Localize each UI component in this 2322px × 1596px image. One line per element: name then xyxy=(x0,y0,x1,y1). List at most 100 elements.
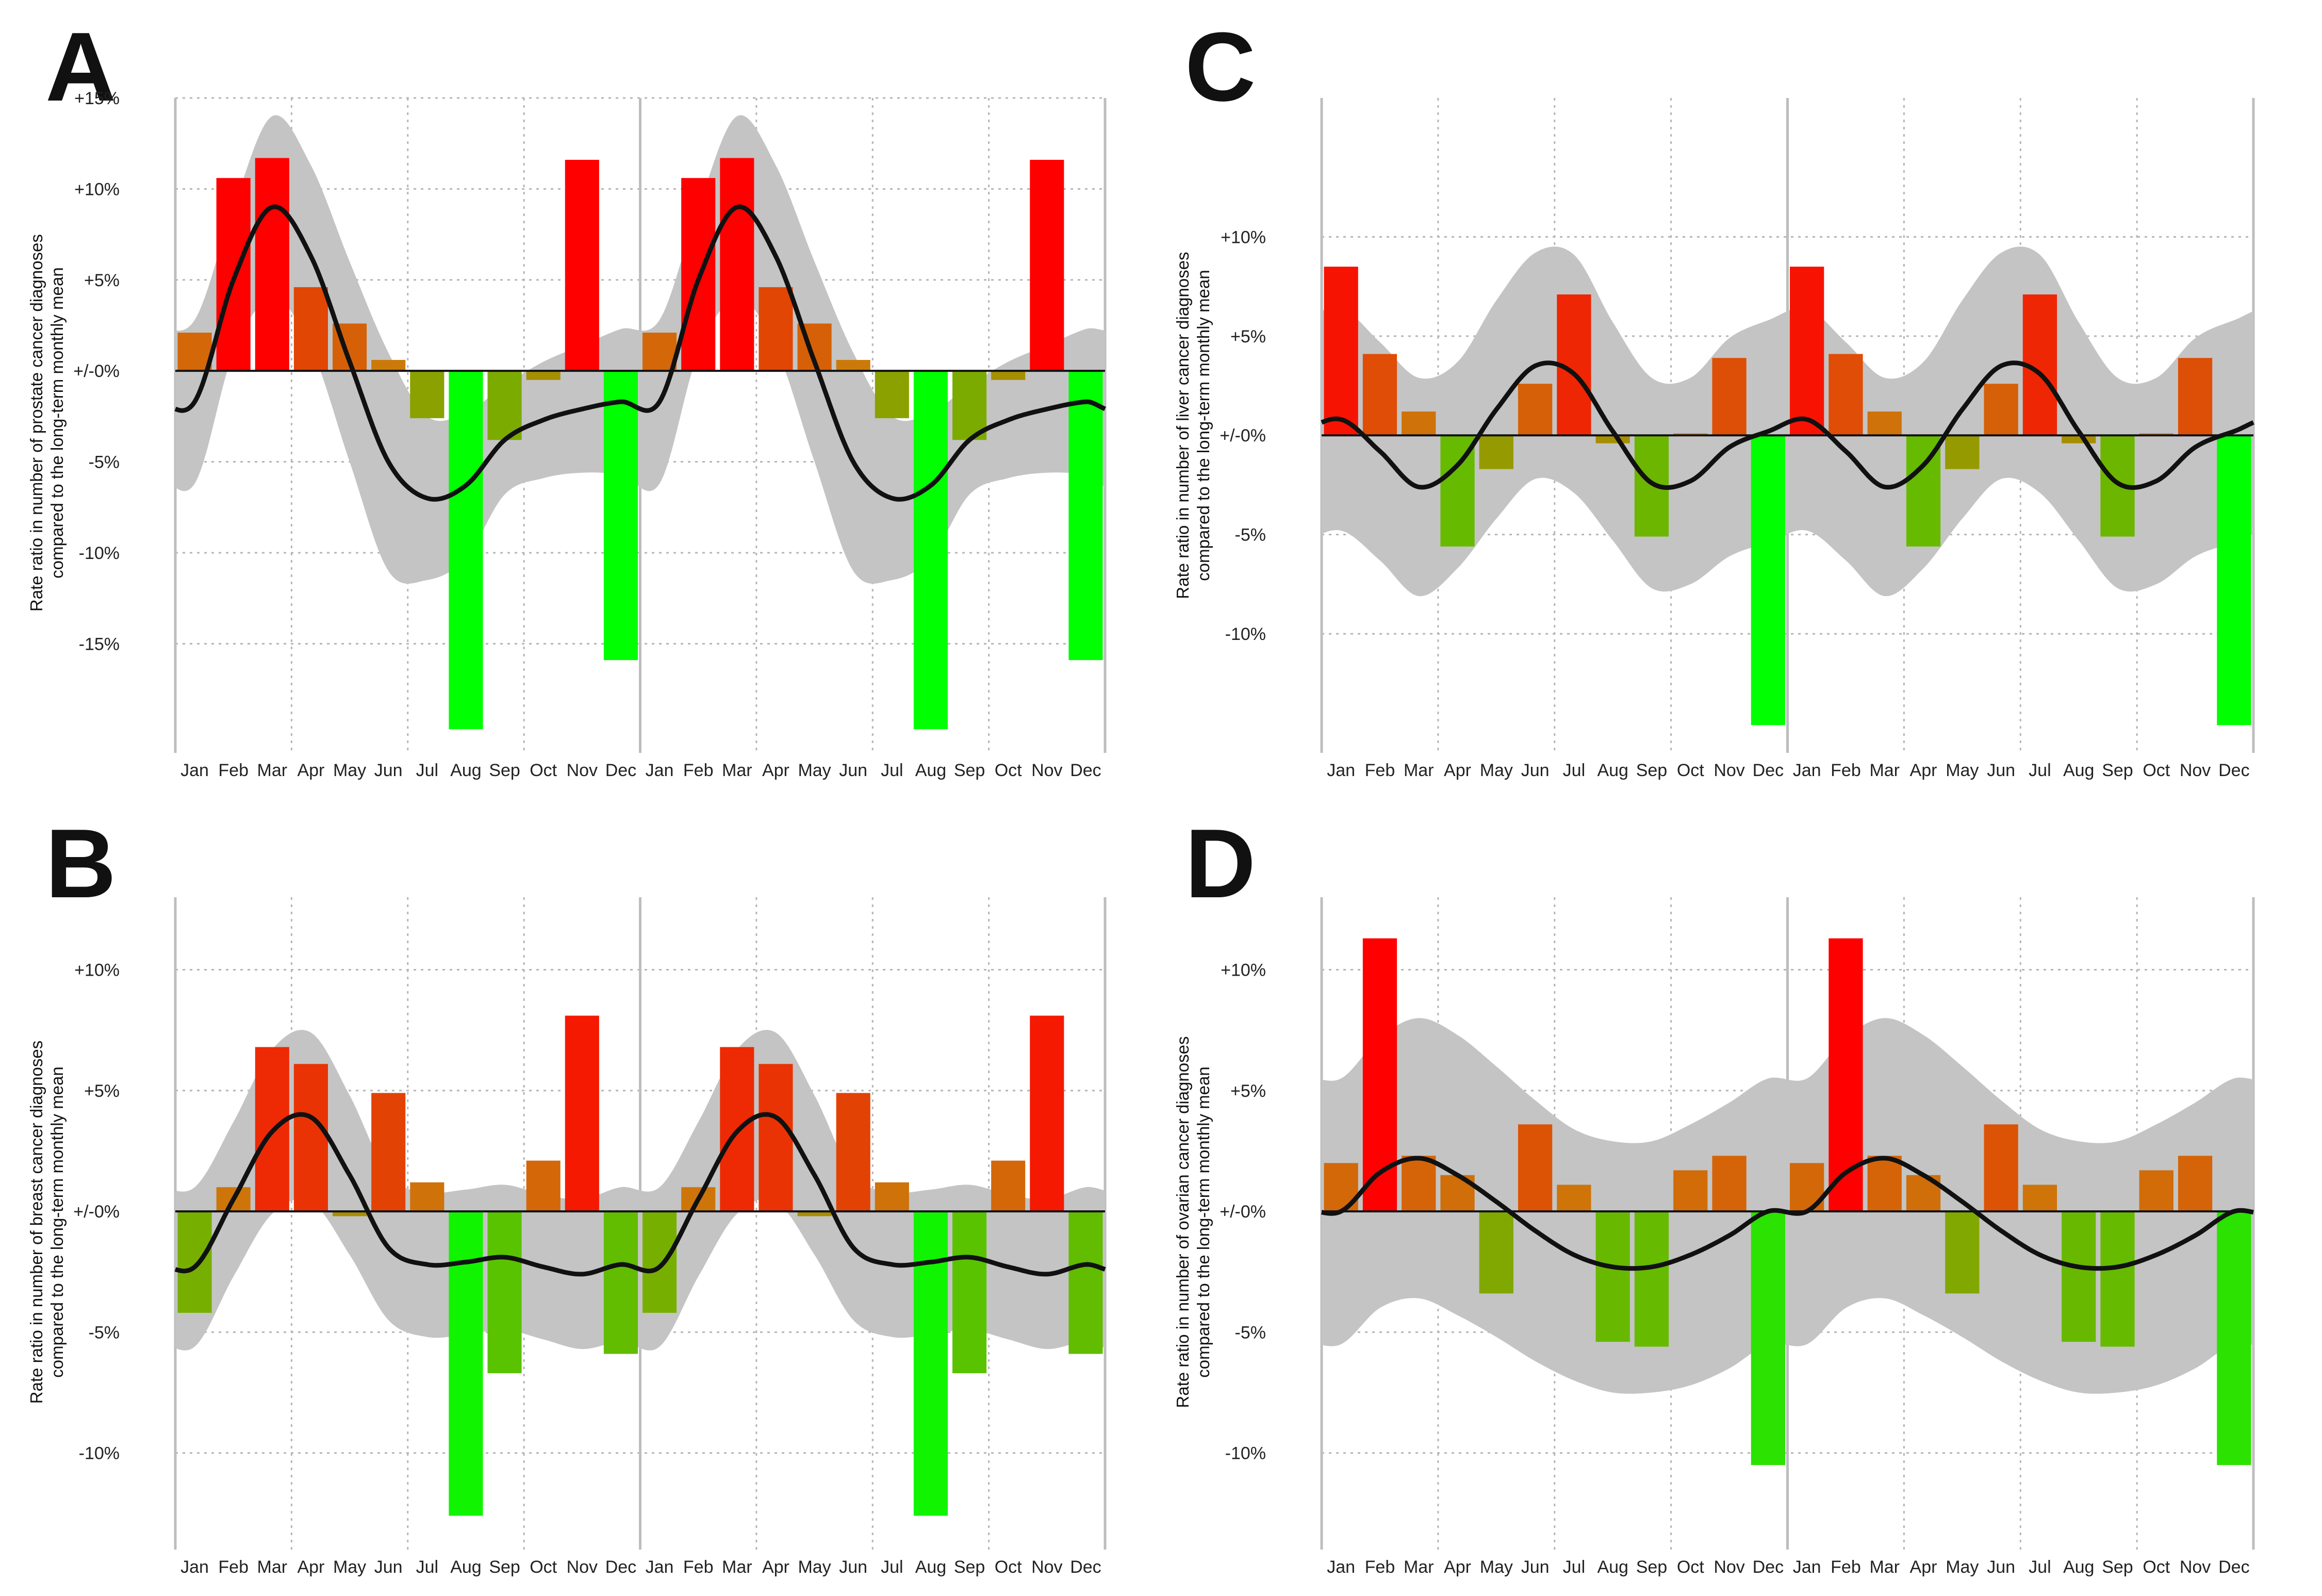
bar xyxy=(1557,1184,1591,1212)
bar xyxy=(1867,1156,1902,1212)
trend-line xyxy=(174,1112,1106,1277)
bar xyxy=(487,1211,522,1373)
x-tick-label: Dec xyxy=(605,1557,636,1577)
bar xyxy=(1479,1211,1513,1294)
bar xyxy=(1945,1211,1980,1294)
x-tick-label: Sep xyxy=(2102,1557,2133,1577)
x-tick-label: Nov xyxy=(567,761,598,780)
x-tick-label: Dec xyxy=(1753,1557,1784,1577)
bar xyxy=(565,1015,599,1212)
bar xyxy=(526,1160,561,1212)
bar xyxy=(1712,358,1747,436)
bar xyxy=(1518,1124,1553,1212)
bar xyxy=(875,1182,909,1212)
bar xyxy=(1324,267,1358,436)
x-tick-label: Jul xyxy=(2029,1557,2051,1577)
x-tick-label: Jan xyxy=(646,761,674,780)
x-tick-label: Oct xyxy=(2143,761,2170,780)
confidence-band xyxy=(175,115,1105,584)
bar xyxy=(720,158,754,371)
y-axis-title: compared to the long-term monthly mean xyxy=(1194,1066,1213,1377)
bar xyxy=(991,371,1026,380)
x-tick-label: Jun xyxy=(839,761,867,780)
x-tick-label: Aug xyxy=(2063,1557,2095,1577)
x-tick-label: Nov xyxy=(2180,1557,2211,1577)
y-axis-title: compared to the long-term monthly mean xyxy=(47,267,67,578)
bar xyxy=(449,1211,483,1516)
x-tick-label: Sep xyxy=(489,1557,520,1577)
x-tick-label: Mar xyxy=(257,761,288,780)
bar xyxy=(2217,435,2251,726)
y-tick-label: +10% xyxy=(74,961,120,980)
x-tick-label: Mar xyxy=(1869,761,1900,780)
bar xyxy=(1068,1211,1103,1354)
bar xyxy=(1751,1211,1785,1466)
y-tick-label: -5% xyxy=(89,453,120,472)
y-tick-label: +15% xyxy=(74,89,120,108)
x-tick-label: Oct xyxy=(995,761,1022,780)
x-tick-label: Sep xyxy=(1636,761,1668,780)
x-tick-label: Jun xyxy=(374,1557,403,1577)
bar xyxy=(1984,1124,2018,1212)
x-tick-label: Mar xyxy=(1404,761,1434,780)
x-tick-label: Jan xyxy=(1327,1557,1355,1577)
x-tick-label: May xyxy=(798,1557,831,1577)
x-tick-label: May xyxy=(798,761,831,780)
x-tick-label: Aug xyxy=(2063,761,2095,780)
x-tick-label: Sep xyxy=(2102,761,2133,780)
bar xyxy=(643,333,677,371)
bar xyxy=(2062,1211,2096,1342)
bar xyxy=(2178,1156,2213,1212)
x-tick-label: Jan xyxy=(1793,761,1821,780)
x-tick-label: Oct xyxy=(2143,1557,2170,1577)
y-tick-label: -15% xyxy=(79,634,120,654)
bar xyxy=(1030,1015,1064,1212)
bar xyxy=(410,371,444,418)
x-tick-label: Aug xyxy=(450,761,482,780)
bar xyxy=(1984,384,2018,436)
bar xyxy=(255,158,289,371)
bar xyxy=(759,287,793,371)
y-tick-label: +/-0% xyxy=(73,361,120,381)
bar xyxy=(293,1064,328,1212)
x-tick-label: Jun xyxy=(1987,761,2015,780)
x-tick-label: May xyxy=(1480,761,1513,780)
x-tick-label: Jul xyxy=(881,1557,903,1577)
bar xyxy=(1867,412,1902,436)
bar xyxy=(1362,354,1397,436)
bar xyxy=(603,371,638,661)
bar xyxy=(952,1211,987,1373)
bar xyxy=(759,1064,793,1212)
x-tick-label: Dec xyxy=(2218,1557,2249,1577)
bar xyxy=(836,1093,870,1212)
x-tick-label: May xyxy=(333,761,366,780)
x-tick-label: Apr xyxy=(1444,761,1471,780)
x-tick-label: Apr xyxy=(297,761,324,780)
bar xyxy=(1068,371,1103,661)
bar xyxy=(293,287,328,371)
trend-line xyxy=(1321,1156,2254,1271)
x-tick-label: Nov xyxy=(1031,761,1062,780)
x-tick-label: Aug xyxy=(450,1557,482,1577)
y-axis-title: Rate ratio in number of ovarian cancer d… xyxy=(1173,1036,1192,1408)
x-tick-label: Feb xyxy=(1365,1557,1395,1577)
x-tick-label: Feb xyxy=(1831,1557,1861,1577)
bar xyxy=(526,371,561,380)
panel-letter: C xyxy=(1185,12,1256,122)
y-tick-label: -5% xyxy=(89,1323,120,1342)
x-tick-label: Feb xyxy=(218,761,249,780)
bar xyxy=(1402,1156,1436,1212)
x-tick-label: Jun xyxy=(1521,1557,1550,1577)
y-axis-title: Rate ratio in number of breast cancer di… xyxy=(27,1041,46,1404)
y-tick-label: +/-0% xyxy=(1220,426,1266,446)
x-tick-label: Mar xyxy=(722,1557,752,1577)
panel-letter: B xyxy=(45,809,116,918)
y-tick-label: +5% xyxy=(1230,1081,1266,1101)
x-tick-label: Dec xyxy=(1070,761,1101,780)
panel-a-plot: +15% +10% +5% +/-0% -5% -10% -15% Jan Feb Mar Apr M… xyxy=(73,89,1107,780)
y-tick-label: -10% xyxy=(79,1444,120,1463)
x-tick-label: Jan xyxy=(180,761,209,780)
x-tick-label: May xyxy=(1946,761,1979,780)
y-tick-label: -5% xyxy=(1235,525,1266,545)
